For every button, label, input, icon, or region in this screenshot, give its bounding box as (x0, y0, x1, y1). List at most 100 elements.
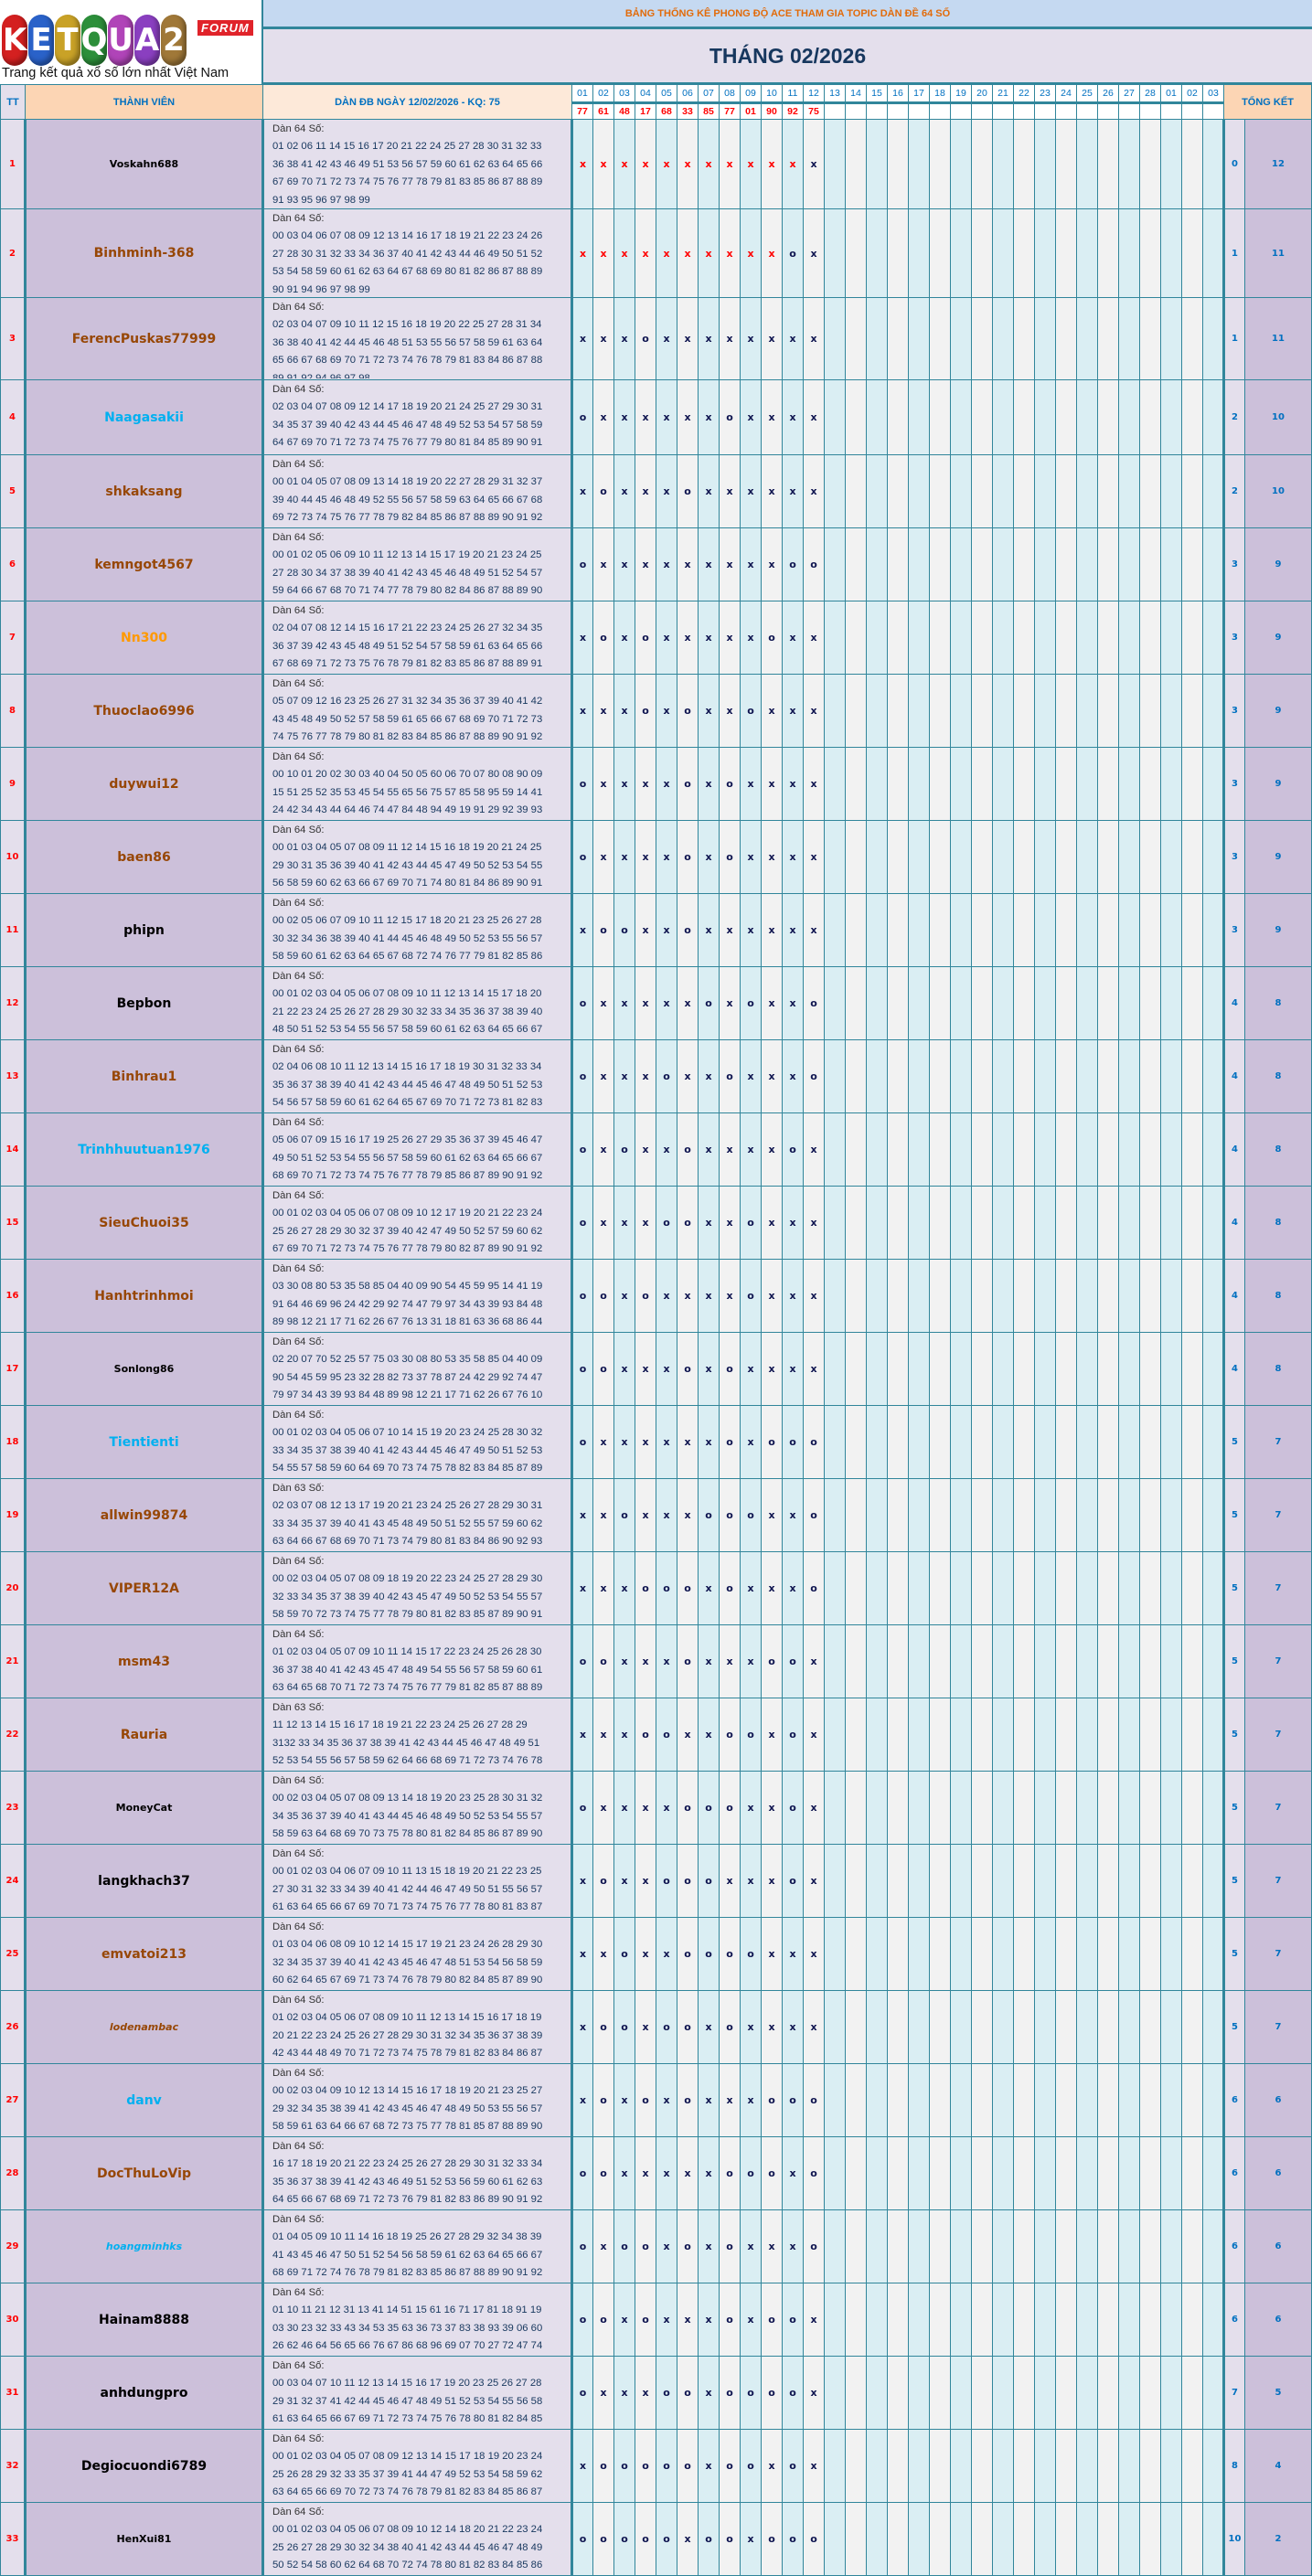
member-name[interactable]: Sonlong86 (25, 1332, 264, 1406)
miss-total: 7 (1244, 1624, 1312, 1698)
dan-label: Dàn 64 Số: (272, 532, 325, 543)
empty-day-cell (1055, 1990, 1077, 2064)
miss-mark: x (782, 966, 804, 1040)
empty-day-cell (845, 1186, 867, 1260)
empty-day-cell (1013, 1917, 1035, 1991)
member-name[interactable]: Nn300 (25, 601, 264, 675)
member-name[interactable]: baen86 (25, 820, 264, 894)
empty-day-cell (908, 1844, 930, 1918)
member-name[interactable]: Tientienti (25, 1405, 264, 1479)
empty-day-cell (1034, 893, 1056, 967)
dan-numbers: Dàn 64 Số: 03 30 08 80 53 35 58 85 04 40 … (264, 1261, 570, 1332)
dan-numbers: Dàn 64 Số: 05 07 09 12 16 23 25 26 27 31 … (264, 676, 570, 747)
miss-total: 9 (1244, 747, 1312, 821)
member-name[interactable]: Degiocuondi6789 (25, 2429, 264, 2503)
hit-mark: o (635, 2063, 656, 2137)
member-name[interactable]: Naagasakii (25, 379, 264, 455)
member-name[interactable]: shkaksang (25, 454, 264, 528)
member-name[interactable]: msm43 (25, 1624, 264, 1698)
member-name[interactable]: Binhminh-368 (25, 208, 264, 298)
empty-day-cell (1181, 747, 1203, 821)
member-name[interactable]: DocThuLoVip (25, 2136, 264, 2210)
dan-line: 79 97 34 43 39 93 84 48 89 98 12 21 17 7… (272, 1389, 543, 1401)
empty-day-cell (908, 1478, 930, 1552)
dan-label: Dàn 64 Số: (272, 971, 325, 982)
empty-day-cell (1076, 2063, 1098, 2137)
member-name[interactable]: allwin99874 (25, 1478, 264, 1552)
member-name[interactable]: HenXui81 (25, 2502, 264, 2576)
win-count: 3 (1222, 601, 1245, 675)
miss-mark: x (698, 2136, 720, 2210)
miss-total: 9 (1244, 527, 1312, 601)
empty-day-cell (1160, 893, 1182, 967)
miss-total: 8 (1244, 1186, 1312, 1260)
member-name[interactable]: duywui12 (25, 747, 264, 821)
member-row: 17 Sonlong86 Dàn 64 Số: 02 20 07 70 52 25 5… (0, 1332, 1312, 1406)
win-count: 5 (1222, 1551, 1245, 1625)
empty-day-cell (992, 2283, 1014, 2357)
miss-mark: x (677, 966, 699, 1040)
miss-mark: x (698, 747, 720, 821)
member-name[interactable]: FerencPuskas77999 (25, 297, 264, 380)
dan-cell: Dàn 64 Số: 00 02 03 04 05 07 08 09 18 19 … (262, 1551, 573, 1625)
miss-mark: x (698, 1039, 720, 1113)
empty-day-cell (1160, 2209, 1182, 2283)
member-name[interactable]: phipn (25, 893, 264, 967)
hit-mark: o (719, 2429, 741, 2503)
member-name[interactable]: langkhach37 (25, 1844, 264, 1918)
hit-mark: o (698, 1844, 720, 1918)
member-name[interactable]: VIPER12A (25, 1551, 264, 1625)
miss-mark: x (698, 1332, 720, 1406)
dan-cell: Dàn 64 Số: 05 07 09 12 16 23 25 26 27 31 … (262, 674, 573, 748)
row-number: 32 (0, 2429, 27, 2503)
member-name[interactable]: Voskahn688 (25, 119, 264, 209)
member-row: 10 baen86 Dàn 64 Số: 00 01 03 04 05 07 08 0… (0, 820, 1312, 894)
member-name[interactable]: Rauria (25, 1698, 264, 1772)
member-name[interactable]: Trinhhuutuan1976 (25, 1112, 264, 1187)
member-name[interactable]: hoangminhks (25, 2209, 264, 2283)
member-name[interactable]: lodenambac (25, 1990, 264, 2064)
empty-day-cell (887, 297, 909, 380)
empty-day-cell (1013, 1259, 1035, 1333)
day-result (1013, 102, 1035, 120)
dan-line: 02 03 07 08 12 13 17 19 20 21 23 24 25 2… (272, 1500, 543, 1512)
empty-day-cell (908, 2209, 930, 2283)
page-banner: BẢNG THỐNG KÊ PHONG ĐỘ ACE THAM GIA TOPI… (263, 0, 1312, 29)
empty-day-cell (1181, 674, 1203, 748)
member-name[interactable]: danv (25, 2063, 264, 2137)
member-name[interactable]: SieuChuoi35 (25, 1186, 264, 1260)
member-name[interactable]: Hanhtrinhmoi (25, 1259, 264, 1333)
miss-mark: x (613, 2283, 635, 2357)
empty-day-cell (1034, 1259, 1056, 1333)
miss-mark: x (677, 379, 699, 455)
member-name[interactable]: emvatoi213 (25, 1917, 264, 1991)
member-name[interactable]: Bepbon (25, 966, 264, 1040)
member-row: 20 VIPER12A Dàn 64 Số: 00 02 03 04 05 07 08… (0, 1551, 1312, 1625)
miss-mark: x (656, 2136, 677, 2210)
dan-line: 03 30 23 32 33 43 34 53 35 63 36 73 37 8… (272, 2322, 543, 2334)
dan-label: Dàn 63 Số: (272, 1702, 325, 1713)
member-name[interactable]: kemngot4567 (25, 527, 264, 601)
hit-mark: o (698, 966, 720, 1040)
empty-day-cell (1076, 1624, 1098, 1698)
empty-day-cell (992, 1771, 1014, 1845)
header-day: 01 (1160, 84, 1182, 104)
member-name[interactable]: MoneyCat (25, 1771, 264, 1845)
member-name[interactable]: anhdungpro (25, 2356, 264, 2430)
dan-cell: Dàn 64 Số: 00 01 02 03 04 05 06 07 08 09 … (262, 966, 573, 1040)
empty-day-cell (845, 1771, 867, 1845)
dan-line: 25 26 27 28 29 30 32 37 39 40 42 47 49 5… (272, 1225, 543, 1237)
empty-day-cell (1097, 454, 1119, 528)
row-number: 2 (0, 208, 27, 298)
dan-line: 64 67 69 70 71 72 73 74 75 76 77 79 80 8… (272, 437, 543, 449)
member-name[interactable]: Thuoclao6996 (25, 674, 264, 748)
miss-mark: x (592, 527, 614, 601)
member-name[interactable]: Hainam8888 (25, 2283, 264, 2357)
empty-day-cell (950, 1259, 972, 1333)
empty-day-cell (1097, 297, 1119, 380)
row-number: 11 (0, 893, 27, 967)
hit-mark: o (571, 747, 593, 821)
member-name[interactable]: Binhrau1 (25, 1039, 264, 1113)
empty-day-cell (908, 2063, 930, 2137)
